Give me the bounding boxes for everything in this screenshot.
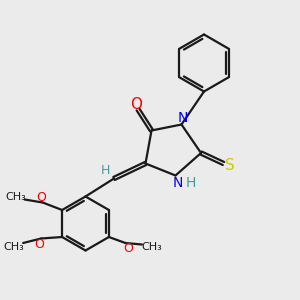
Text: H: H [101,164,110,177]
Text: N: N [173,176,183,190]
Text: S: S [225,158,235,173]
Text: O: O [130,97,142,112]
Text: O: O [35,238,45,251]
Text: H: H [186,176,196,190]
Text: CH₃: CH₃ [5,192,26,202]
Text: O: O [123,242,133,256]
Text: CH₃: CH₃ [4,242,25,252]
Text: N: N [178,111,188,125]
Text: CH₃: CH₃ [141,242,162,253]
Text: O: O [36,190,46,204]
